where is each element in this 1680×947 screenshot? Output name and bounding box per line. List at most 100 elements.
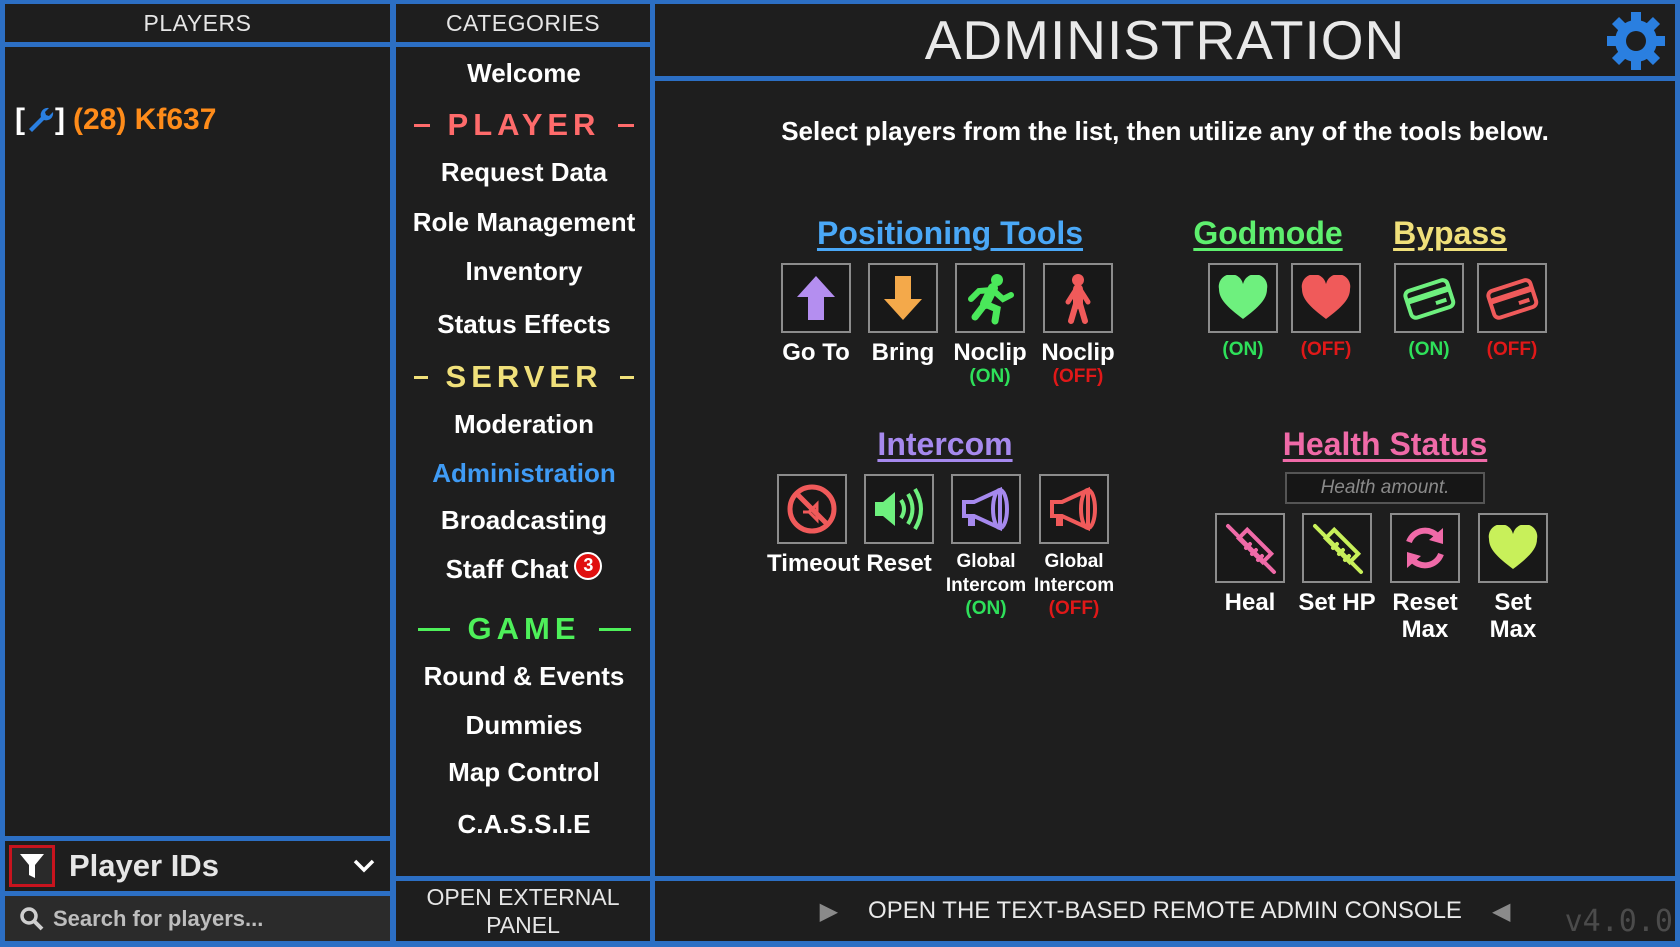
- category-dummies[interactable]: Dummies: [465, 710, 583, 740]
- heart-icon: [1488, 525, 1538, 569]
- refresh-icon: [1406, 527, 1444, 569]
- bracket-close: ]: [55, 103, 65, 136]
- heal-button[interactable]: [1215, 513, 1285, 583]
- filter-icon[interactable]: [9, 845, 55, 887]
- global-intercom-on-tool[interactable]: Global Intercom (ON): [941, 474, 1031, 620]
- sethp-button[interactable]: [1302, 513, 1372, 583]
- godmode-on-button[interactable]: [1208, 263, 1278, 333]
- godmode-on-tool[interactable]: (ON): [1198, 263, 1288, 361]
- bracket-open: [: [15, 103, 25, 136]
- global-intercom-off-tool[interactable]: Global Intercom (OFF): [1029, 474, 1119, 620]
- keycard-icon: [1486, 278, 1539, 320]
- reset-intercom-tool[interactable]: Reset: [854, 474, 944, 577]
- triangle-left-icon: ◀: [1491, 897, 1511, 925]
- global-intercom-on-button[interactable]: [951, 474, 1021, 544]
- arrow-down-icon: [884, 276, 922, 320]
- timeout-tool[interactable]: Timeout: [767, 474, 860, 577]
- admin-tools-area: Select players from the list, then utili…: [655, 81, 1675, 876]
- category-staff-chat[interactable]: Staff Chat 3: [396, 551, 652, 587]
- noclip-off-tool[interactable]: Noclip (OFF): [1033, 263, 1123, 388]
- reset-max-button[interactable]: [1390, 513, 1460, 583]
- category-moderation[interactable]: Moderation: [453, 409, 595, 439]
- category-inventory[interactable]: Inventory: [465, 256, 583, 286]
- bring-label: Bring: [871, 339, 935, 366]
- global-intercom-off-button[interactable]: [1039, 474, 1109, 544]
- players-header-label: PLAYERS: [143, 9, 252, 36]
- category-map-control[interactable]: Map Control: [448, 757, 600, 787]
- reset-intercom-label: Reset: [866, 550, 932, 577]
- open-console-button[interactable]: ▶ OPEN THE TEXT-BASED REMOTE ADMIN CONSO…: [655, 881, 1675, 941]
- health-status-title: Health Status: [1282, 426, 1488, 462]
- section-dash: [620, 375, 634, 379]
- health-amount-input[interactable]: [1285, 472, 1485, 504]
- external-panel-label: OPEN EXTERNAL PANEL: [426, 884, 620, 938]
- noclip-off-label: Noclip: [1041, 339, 1115, 366]
- reset-intercom-button[interactable]: [864, 474, 934, 544]
- goto-tool[interactable]: Go To: [771, 263, 861, 366]
- gear-icon[interactable]: [1605, 10, 1667, 72]
- noclip-off-button[interactable]: [1043, 263, 1113, 333]
- megaphone-icon: [962, 486, 1009, 532]
- timeout-label: Timeout: [767, 550, 860, 577]
- category-request-data[interactable]: Request Data: [440, 157, 608, 187]
- godmode-off-state: (OFF): [1300, 339, 1352, 360]
- chevron-down-icon[interactable]: [352, 858, 376, 874]
- bypass-off-button[interactable]: [1477, 263, 1547, 333]
- players-list: [ ] (28) Kf637: [5, 47, 390, 836]
- sethp-tool[interactable]: Set HP: [1292, 513, 1382, 616]
- page-title: ADMINISTRATION: [655, 4, 1675, 76]
- section-dash: [417, 627, 450, 631]
- noclip-on-button[interactable]: [955, 263, 1025, 333]
- sethp-label: Set HP: [1298, 589, 1376, 616]
- section-game-label: GAME: [467, 611, 581, 646]
- running-figure-icon: [968, 274, 1014, 325]
- setmax-tool[interactable]: Set Max: [1468, 513, 1558, 643]
- bring-button[interactable]: [868, 263, 938, 333]
- noclip-on-tool[interactable]: Noclip (ON): [945, 263, 1035, 388]
- player-entry[interactable]: [ ] (28) Kf637: [15, 103, 216, 137]
- setmax-button[interactable]: [1478, 513, 1548, 583]
- category-status-effects[interactable]: Status Effects: [437, 309, 611, 339]
- category-welcome[interactable]: Welcome: [467, 58, 581, 88]
- category-round-events[interactable]: Round & Events: [423, 661, 625, 691]
- godmode-title: Godmode: [1193, 215, 1343, 251]
- bypass-off-tool[interactable]: (OFF): [1467, 263, 1557, 361]
- godmode-off-tool[interactable]: (OFF): [1281, 263, 1371, 361]
- player-search[interactable]: [5, 896, 390, 941]
- bypass-on-tool[interactable]: (ON): [1384, 263, 1474, 361]
- goto-button[interactable]: [781, 263, 851, 333]
- bypass-on-button[interactable]: [1394, 263, 1464, 333]
- reset-max-tool[interactable]: Reset Max: [1380, 513, 1470, 643]
- section-dash: [414, 123, 430, 127]
- heart-icon: [1301, 275, 1351, 319]
- heal-tool[interactable]: Heal: [1205, 513, 1295, 616]
- category-administration[interactable]: Administration: [432, 458, 616, 488]
- category-broadcasting[interactable]: Broadcasting: [440, 505, 608, 535]
- section-dash: [598, 627, 631, 631]
- bring-tool[interactable]: Bring: [858, 263, 948, 366]
- player-name: (28) Kf637: [73, 103, 217, 136]
- instructions: Select players from the list, then utili…: [781, 116, 1549, 146]
- standing-figure-icon: [1065, 274, 1091, 324]
- section-dash: [618, 123, 634, 127]
- max-text: Max: [1401, 616, 1449, 643]
- players-header: PLAYERS: [5, 4, 390, 42]
- heart-icon: [1218, 275, 1268, 319]
- timeout-button[interactable]: [777, 474, 847, 544]
- noclip-on-label: Noclip: [953, 339, 1027, 366]
- godmode-off-button[interactable]: [1291, 263, 1361, 333]
- speaker-icon: [875, 487, 923, 531]
- open-external-panel-button[interactable]: OPEN EXTERNAL PANEL: [396, 881, 650, 941]
- intercom-text: Intercom: [1033, 575, 1115, 596]
- categories-header-label: CATEGORIES: [445, 9, 601, 36]
- godmode-on-state: (ON): [1222, 339, 1264, 360]
- mute-icon: [787, 484, 837, 534]
- category-role-management[interactable]: Role Management: [412, 207, 636, 237]
- section-dash: [414, 375, 428, 379]
- player-filter-dropdown[interactable]: Player IDs: [5, 841, 390, 891]
- console-label: OPEN THE TEXT-BASED REMOTE ADMIN CONSOLE: [868, 897, 1462, 924]
- category-cassie[interactable]: C.A.S.S.I.E: [457, 809, 591, 839]
- search-input[interactable]: [51, 904, 375, 933]
- keycard-icon: [1403, 278, 1456, 320]
- global-text: Global: [1044, 551, 1104, 572]
